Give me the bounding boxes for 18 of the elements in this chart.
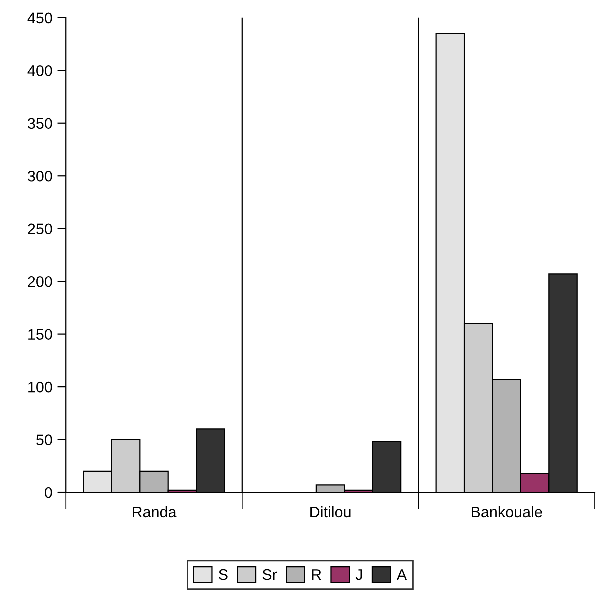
y-tick-label: 200	[28, 276, 52, 288]
x-tick-label: Randa	[133, 506, 177, 518]
legend-label: J	[356, 570, 362, 580]
legend-label: S	[219, 569, 228, 580]
y-tick-label: 350	[28, 118, 52, 130]
x-tick-label: Bankouale	[472, 506, 542, 518]
legend-label: Sr	[262, 569, 278, 580]
y-tick-label: 50	[36, 434, 52, 446]
y-tick-label: 100	[28, 382, 52, 393]
y-tick-label: 250	[28, 224, 52, 235]
y-tick-label: 300	[28, 170, 52, 182]
y-tick-label: 0	[45, 487, 52, 498]
y-tick-label: 400	[28, 66, 52, 76]
legend-label: R	[312, 570, 322, 580]
legend-label: A	[396, 570, 408, 580]
x-tick-label: Ditilou	[310, 506, 351, 518]
y-tick-label: 150	[28, 329, 52, 340]
y-tick-label: 450	[28, 12, 52, 24]
